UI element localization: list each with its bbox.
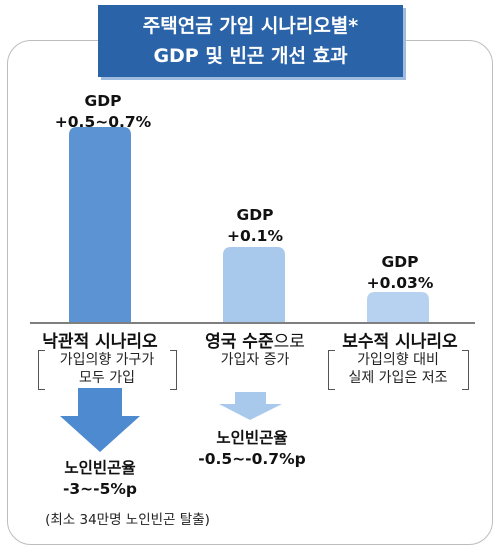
- bar-label-3-metric: GDP: [381, 253, 419, 271]
- bar-label-1: GDP +0.5~0.7%: [48, 91, 158, 133]
- category-sub-3: 가입의향 대비 실제 가입은 저조: [334, 351, 462, 387]
- effect-1-note: (최소 34만명 노인빈곤 탈출): [45, 512, 210, 528]
- category-sub-3-line1: 가입의향 대비: [357, 352, 439, 368]
- effect-1-value: -3~-5%p: [62, 480, 138, 498]
- bar-label-2: GDP +0.1%: [200, 205, 310, 247]
- arrow-down-small: [219, 392, 282, 420]
- bracket-left-3: [328, 350, 335, 390]
- category-label-2: 영국 수준으로: [185, 327, 325, 352]
- bar-1: [69, 127, 131, 322]
- category-sub-1-line2: 모두 가입: [79, 370, 135, 386]
- bracket-left-1: [38, 350, 45, 390]
- bracket-right-1: [170, 350, 177, 390]
- category-label-3: 보수적 시나리오: [342, 332, 458, 352]
- chart-title: 주택연금 가입 시나리오별* GDP 및 빈곤 개선 효과: [98, 5, 403, 77]
- effect-2-value: -0.5~-0.7%p: [198, 450, 306, 468]
- title-line-1: 주택연금 가입 시나리오별*: [142, 15, 359, 37]
- title-line-2: GDP 및 빈곤 개선 효과: [153, 45, 348, 67]
- arrow-down-large: [60, 388, 140, 452]
- bar-label-2-value: +0.1%: [227, 227, 283, 245]
- category-sub-1: 가입의향 가구가 모두 가입: [44, 351, 170, 387]
- bar-label-1-metric: GDP: [84, 92, 122, 110]
- bar-label-3-value: +0.03%: [366, 274, 434, 292]
- bar-label-3: GDP +0.03%: [345, 252, 455, 294]
- bar-label-1-value: +0.5~0.7%: [54, 113, 152, 131]
- category-label-2-bold: 영국 수준: [205, 332, 274, 352]
- category-sub-1-line1: 가입의향 가구가: [59, 352, 155, 368]
- effect-1-label: 노인빈곤율: [64, 459, 136, 477]
- bars-group: [69, 127, 429, 322]
- category-sub-2-line1: 가입자 증가: [220, 352, 290, 368]
- bar-label-2-metric: GDP: [236, 206, 274, 224]
- effect-2: 노인빈곤율 -0.5~-0.7%p: [190, 428, 314, 470]
- bar-3: [367, 292, 429, 322]
- effect-1: 노인빈곤율 -3~-5%p: [40, 458, 160, 500]
- category-label-1: 낙관적 시나리오: [42, 332, 158, 352]
- bar-2: [223, 247, 285, 322]
- category-sub-2: 가입자 증가: [195, 351, 315, 369]
- bracket-right-3: [462, 350, 469, 390]
- category-sub-3-line2: 실제 가입은 저조: [348, 370, 448, 386]
- effect-2-label: 노인빈곤율: [216, 429, 288, 447]
- category-label-2-plain: 으로: [273, 332, 305, 352]
